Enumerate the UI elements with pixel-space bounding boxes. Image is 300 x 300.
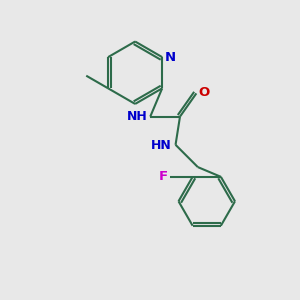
- Text: NH: NH: [127, 110, 148, 123]
- Text: HN: HN: [151, 139, 172, 152]
- Text: O: O: [198, 86, 209, 99]
- Text: N: N: [164, 51, 176, 64]
- Text: F: F: [159, 170, 168, 183]
